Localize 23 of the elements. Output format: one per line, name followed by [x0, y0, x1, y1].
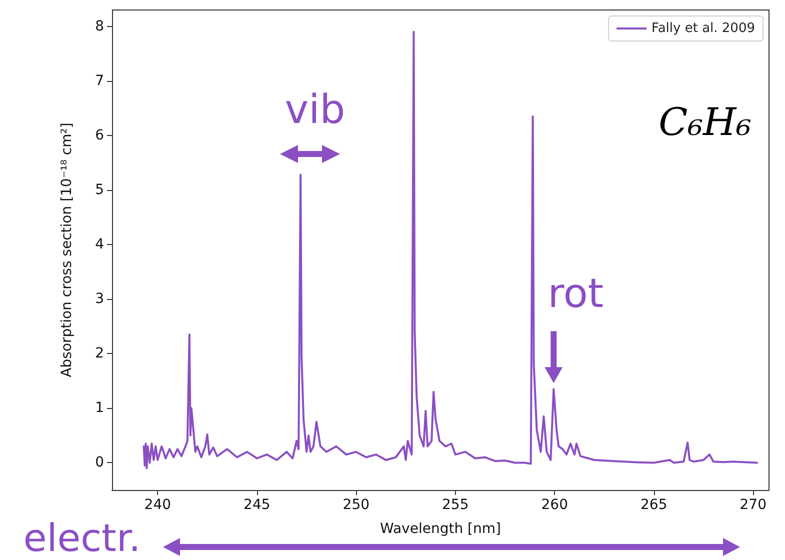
annotation: C₆H₆ — [658, 100, 752, 144]
x-tick-label: 255 — [442, 497, 469, 513]
x-axis-title: Wavelength [nm] — [380, 521, 501, 537]
x-tick-label: 250 — [342, 497, 370, 513]
y-tick-label: 0 — [95, 454, 104, 471]
y-tick-label: 7 — [95, 72, 104, 89]
annotation: rot — [548, 271, 604, 318]
y-tick-label: 6 — [95, 127, 104, 144]
text: electr. — [23, 516, 141, 560]
legend-label: Fally et al. 2009 — [652, 21, 756, 36]
x-tick-label: 265 — [640, 497, 668, 513]
annotation: vib — [284, 87, 346, 133]
x-tick-label: 270 — [740, 497, 766, 513]
y-tick-label: 8 — [95, 18, 104, 34]
y-tick-label: 1 — [95, 400, 104, 416]
y-axis-title: Absorption cross section [10⁻¹⁸ cm²] — [59, 122, 75, 378]
y-tick-label: 4 — [95, 236, 104, 253]
y-tick-label: 3 — [95, 291, 104, 308]
x-tick-label: 260 — [541, 497, 568, 513]
y-tick-label: 2 — [95, 346, 104, 362]
x-tick-label: 240 — [144, 497, 172, 513]
x-tick-label: 245 — [244, 497, 270, 513]
y-tick-label: 5 — [95, 182, 104, 198]
